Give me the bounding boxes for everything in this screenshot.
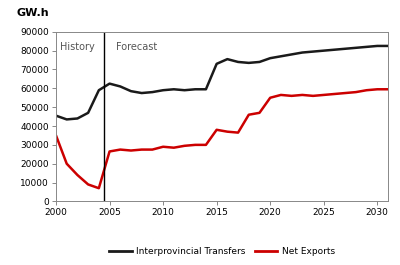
- Legend: Interprovincial Transfers, Net Exports: Interprovincial Transfers, Net Exports: [106, 243, 338, 259]
- Text: GW.h: GW.h: [16, 8, 49, 18]
- Text: Forecast: Forecast: [116, 42, 157, 52]
- Text: History: History: [60, 42, 95, 52]
